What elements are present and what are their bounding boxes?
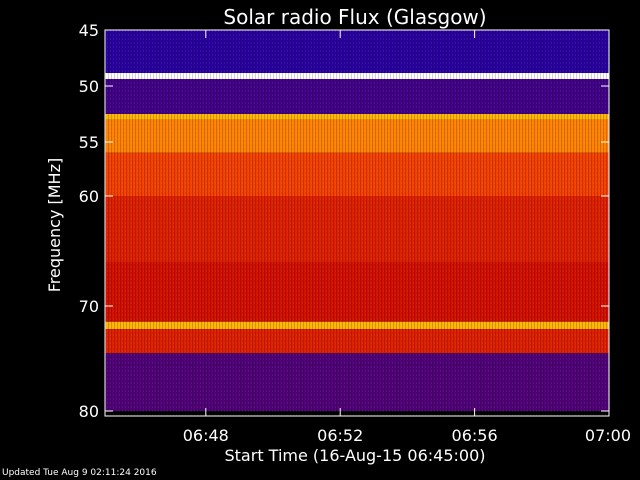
x-tick-label: 07:00 — [585, 426, 631, 445]
x-tick-label: 06:56 — [452, 426, 498, 445]
spectrogram-texture — [105, 30, 609, 416]
x-tick-label: 06:52 — [317, 426, 363, 445]
y-tick-label: 60 — [79, 187, 99, 206]
plot-area — [105, 30, 609, 416]
x-tick-label: 06:48 — [183, 426, 229, 445]
y-tick-label: 55 — [79, 133, 99, 152]
y-tick-label: 45 — [79, 21, 99, 40]
x-axis: 06:48 06:52 06:56 07:00 — [183, 30, 631, 445]
y-tick-label: 80 — [79, 402, 99, 421]
y-axis-label: Frequency [MHz] — [45, 158, 64, 292]
x-axis-label: Start Time (16-Aug-15 06:45:00) — [225, 446, 486, 465]
y-tick-label: 70 — [79, 297, 99, 316]
chart-title: Solar radio Flux (Glasgow) — [223, 5, 486, 29]
y-tick-label: 50 — [79, 77, 99, 96]
updated-timestamp: Updated Tue Aug 9 02:11:24 2016 — [2, 468, 157, 478]
y-axis: 45 50 55 60 70 80 — [79, 21, 609, 421]
plot-frame — [104, 29, 610, 417]
